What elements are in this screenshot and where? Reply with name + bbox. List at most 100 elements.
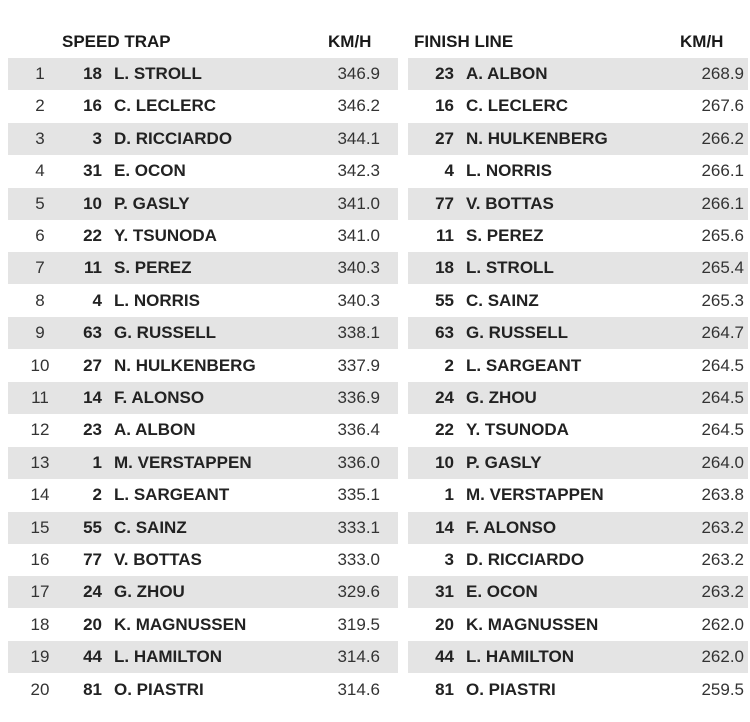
car-number: 23 <box>435 64 454 83</box>
table-title: FINISH LINE <box>414 32 514 51</box>
car-number: 18 <box>83 64 102 83</box>
driver-name: N. HULKENBERG <box>114 355 256 375</box>
driver-name: C. SAINZ <box>466 290 539 310</box>
car-number: 20 <box>435 614 454 634</box>
car-number: 31 <box>435 582 454 602</box>
car-number: 27 <box>435 128 454 148</box>
driver-name: L. HAMILTON <box>466 647 574 667</box>
speed: 265.3 <box>701 290 744 310</box>
car-number: 55 <box>83 517 102 537</box>
driver-name: M. VERSTAPPEN <box>114 452 252 472</box>
table-row: 18 L. STROLL 265.4 <box>408 252 748 285</box>
driver-name: V. BOTTAS <box>466 193 554 213</box>
driver-name: K. MAGNUSSEN <box>466 614 599 634</box>
speed: 314.6 <box>337 679 380 699</box>
driver-name: F. ALONSO <box>114 388 205 407</box>
table-row: 10 P. GASLY 264.0 <box>408 446 748 479</box>
table-row: 7 11 S. PEREZ 340.3 <box>8 252 398 285</box>
car-number: 24 <box>83 582 102 602</box>
speed: 319.5 <box>337 614 380 634</box>
speed: 262.0 <box>701 647 744 667</box>
car-number: 81 <box>435 679 454 699</box>
driver-name: F. ALONSO <box>466 517 557 537</box>
table-row: 22 Y. TSUNODA 264.5 <box>408 414 748 446</box>
position: 10 <box>30 355 50 375</box>
car-number: 11 <box>84 258 102 278</box>
car-number: 3 <box>92 128 102 148</box>
speed: 340.3 <box>337 290 380 310</box>
car-number: 4 <box>92 290 102 310</box>
driver-name: O. PIASTRI <box>114 679 204 699</box>
speed: 329.6 <box>337 582 380 602</box>
table-row: 63 G. RUSSELL 264.7 <box>408 317 748 350</box>
driver-name: C. LECLERC <box>114 96 216 116</box>
table-row: 2 16 C. LECLERC 346.2 <box>8 90 398 122</box>
car-number: 44 <box>83 647 102 667</box>
table-row: 24 G. ZHOU 264.5 <box>408 382 748 414</box>
driver-name: N. HULKENBERG <box>466 128 608 148</box>
driver-name: E. OCON <box>466 582 538 602</box>
speed: 333.0 <box>337 550 380 569</box>
car-number: 23 <box>83 420 102 440</box>
table-row: 16 C. LECLERC 267.6 <box>408 90 748 122</box>
car-number: 77 <box>83 550 102 569</box>
position: 2 <box>35 96 45 116</box>
driver-name: M. VERSTAPPEN <box>466 485 604 505</box>
position: 8 <box>35 290 45 310</box>
car-number: 44 <box>435 647 454 667</box>
driver-name: S. PEREZ <box>114 258 192 278</box>
position: 5 <box>35 193 45 213</box>
speed: 336.4 <box>337 420 380 440</box>
table-row: 4 31 E. OCON 342.3 <box>8 155 398 187</box>
table-row: 11 14 F. ALONSO 336.9 <box>8 382 398 414</box>
speed: 341.0 <box>337 193 380 213</box>
table-row: 4 L. NORRIS 266.1 <box>408 155 748 187</box>
speed: 264.5 <box>701 420 744 440</box>
table-row: 12 23 A. ALBON 336.4 <box>8 414 398 446</box>
driver-name: L. HAMILTON <box>114 647 222 667</box>
table-row: 1 M. VERSTAPPEN 263.8 <box>408 479 748 511</box>
position: 15 <box>30 517 50 537</box>
driver-name: L. NORRIS <box>114 290 200 310</box>
speed: 264.7 <box>701 323 744 343</box>
driver-name: S. PEREZ <box>466 226 544 245</box>
position: 14 <box>30 485 50 505</box>
speed: 263.2 <box>701 582 744 602</box>
driver-name: G. ZHOU <box>466 388 537 407</box>
car-number: 18 <box>435 258 454 278</box>
car-number: 4 <box>444 161 454 181</box>
position: 12 <box>30 420 50 440</box>
table-row: 3 D. RICCIARDO 263.2 <box>408 544 748 576</box>
speed: 266.1 <box>701 161 744 181</box>
car-number: 63 <box>435 323 454 343</box>
driver-name: L. STROLL <box>114 64 202 83</box>
speed: 266.1 <box>701 193 744 213</box>
car-number: 22 <box>435 420 454 440</box>
position: 9 <box>35 323 45 343</box>
speed: 263.2 <box>701 550 744 569</box>
position: 4 <box>35 161 45 181</box>
speed: 263.2 <box>701 517 744 537</box>
table-row: 17 24 G. ZHOU 329.6 <box>8 576 398 609</box>
car-number: 22 <box>83 226 102 245</box>
position: 1 <box>35 64 45 83</box>
position: 20 <box>30 679 50 699</box>
position: 7 <box>35 258 45 278</box>
car-number: 11 <box>436 226 454 245</box>
table-row: 15 55 C. SAINZ 333.1 <box>8 511 398 544</box>
position: 17 <box>30 582 50 602</box>
unit-header: KM/H <box>328 32 372 51</box>
car-number: 31 <box>83 161 102 181</box>
speed: 265.4 <box>701 258 744 278</box>
driver-name: L. STROLL <box>466 258 554 278</box>
table-row: 27 N. HULKENBERG 266.2 <box>408 122 748 155</box>
driver-name: D. RICCIARDO <box>114 128 233 148</box>
table-row: 77 V. BOTTAS 266.1 <box>408 187 748 220</box>
car-number: 2 <box>92 485 102 505</box>
position: 19 <box>30 647 50 667</box>
speed: 268.9 <box>701 64 744 83</box>
car-number: 81 <box>83 679 102 699</box>
speed: 263.8 <box>701 485 744 505</box>
table-row: 20 81 O. PIASTRI 314.6 <box>8 674 398 706</box>
